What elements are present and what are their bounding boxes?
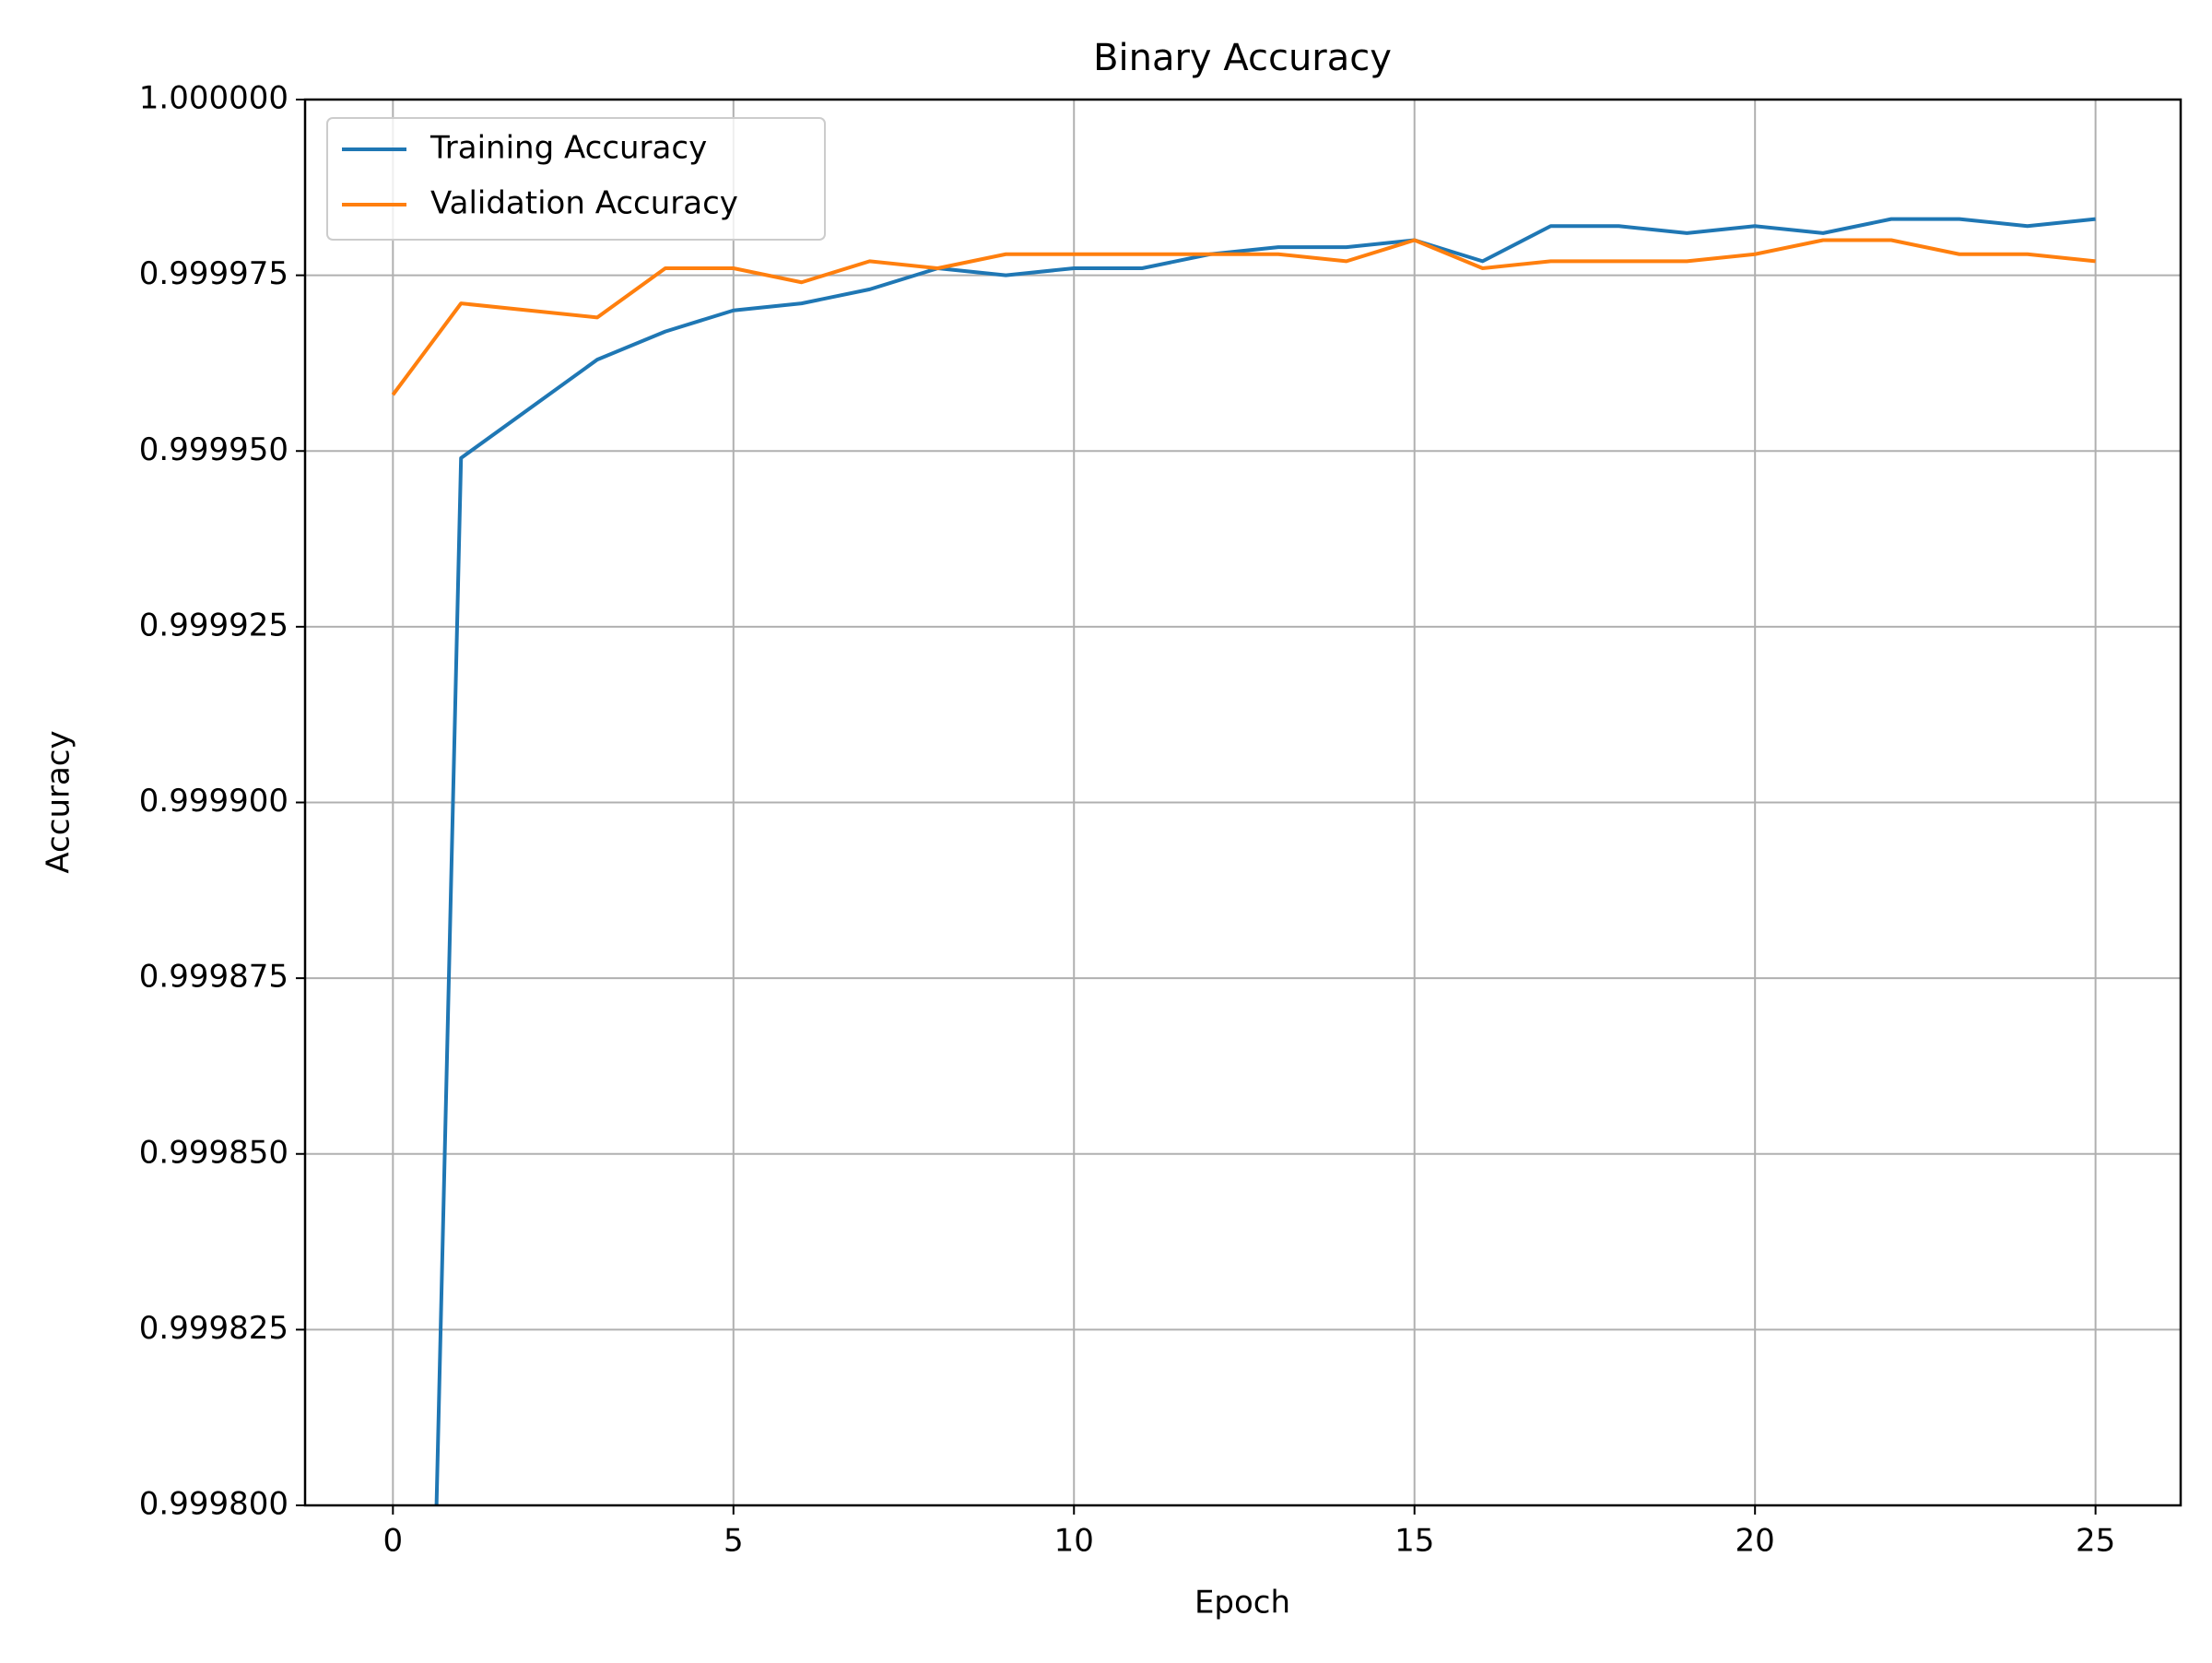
y-tick-label: 0.999900	[139, 783, 288, 820]
x-tick-label: 15	[1394, 1523, 1434, 1560]
chart-title: Binary Accuracy	[1093, 37, 1392, 79]
x-tick-label: 20	[1735, 1523, 1775, 1560]
y-tick-label: 0.999800	[139, 1486, 288, 1523]
x-tick-label: 5	[724, 1523, 744, 1560]
x-tick-label: 10	[1054, 1523, 1094, 1560]
line-series	[434, 217, 2096, 1505]
y-tick-label: 0.999975	[139, 255, 288, 292]
legend-label: Training Accuracy	[429, 130, 707, 167]
line-series	[391, 238, 2096, 396]
legend-label: Validation Accuracy	[430, 185, 738, 222]
y-tick-label: 0.999950	[139, 431, 288, 468]
y-tick-label: 0.999850	[139, 1134, 288, 1171]
y-tick-label: 0.999825	[139, 1310, 288, 1347]
x-axis-label: Epoch	[1194, 1585, 1290, 1622]
axes-frame	[303, 98, 2183, 1507]
legend: Training Accuracy Validation Accuracy	[326, 117, 826, 241]
plot-area	[391, 217, 2096, 1505]
y-axis-label: Accuracy	[41, 730, 77, 873]
legend-box	[326, 117, 826, 241]
x-tick-label: 25	[2076, 1523, 2115, 1560]
x-tick-label: 0	[383, 1523, 404, 1560]
y-tick-label: 1.000000	[139, 80, 288, 117]
y-tick-label: 0.999875	[139, 959, 288, 996]
y-tick-label: 0.999925	[139, 607, 288, 643]
